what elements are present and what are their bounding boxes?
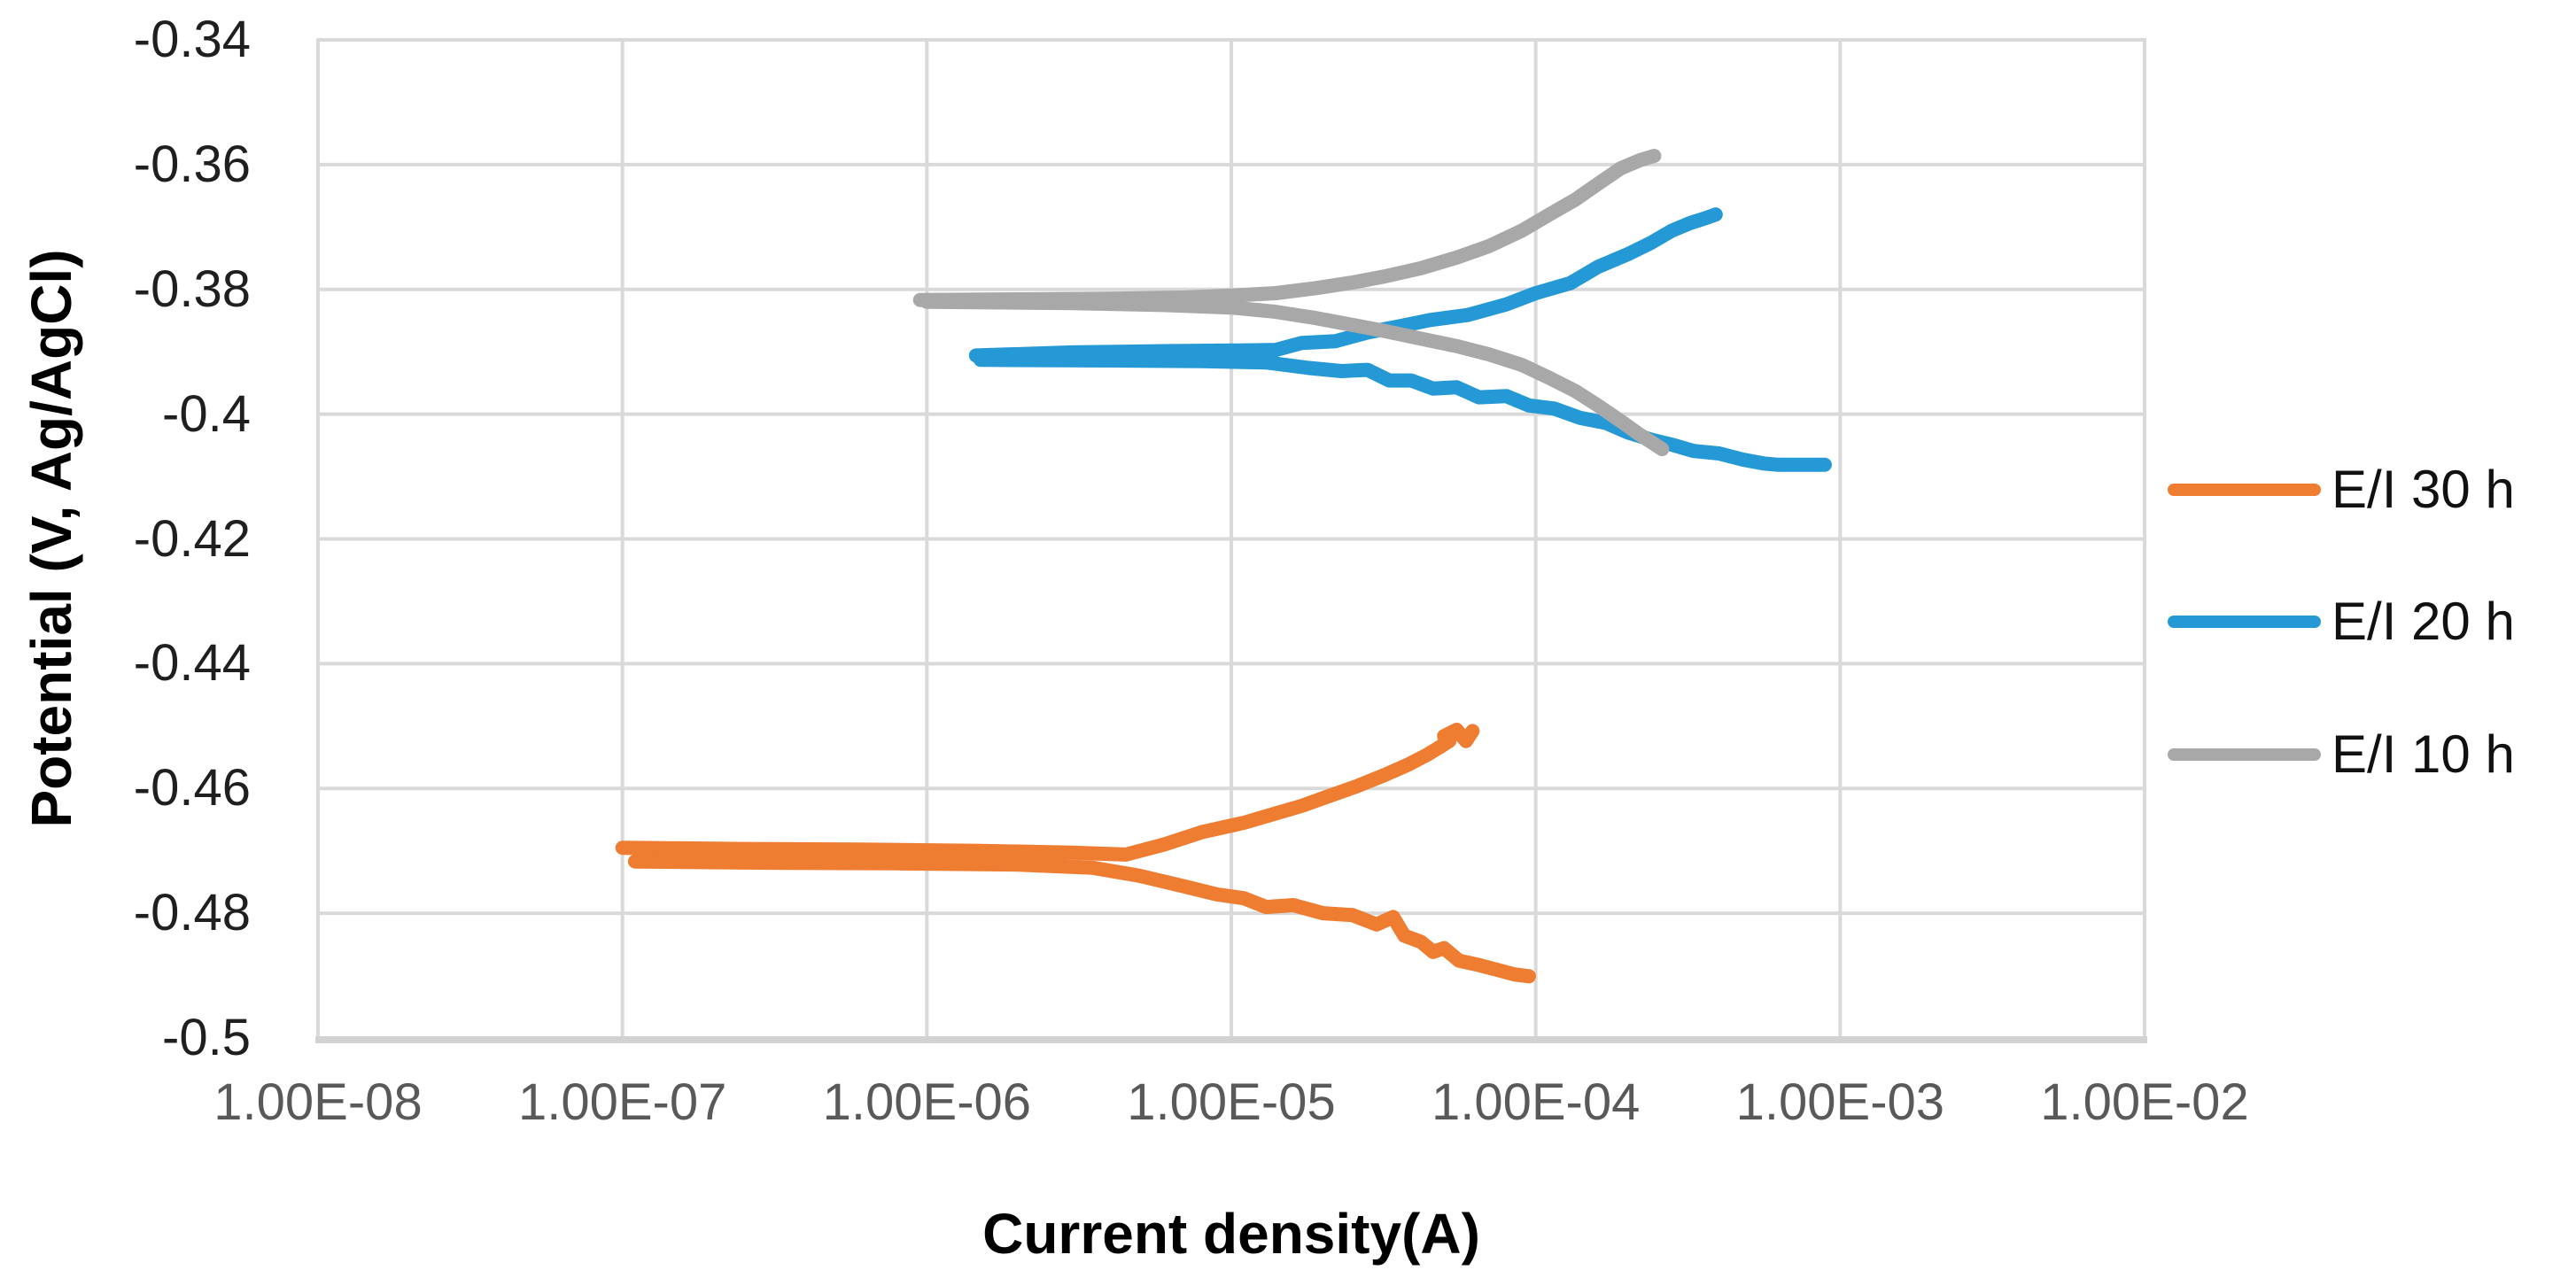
y-tick-label: -0.44	[133, 634, 251, 693]
series-line-e-i-10-h-anodic	[912, 149, 1662, 307]
series-line-e-i-30-h-cathodic	[627, 854, 1536, 984]
y-tick-label: -0.48	[133, 884, 251, 942]
x-tick-label: 1.00E-02	[2040, 1073, 2249, 1131]
x-tick-label: 1.00E-03	[1735, 1073, 1945, 1131]
y-axis-title: Potential (V, Ag/AgCl)	[19, 249, 83, 828]
x-tick-label: 1.00E-05	[1127, 1073, 1336, 1131]
y-tick-label: -0.5	[162, 1009, 251, 1066]
x-axis-title: Current density(A)	[982, 1202, 1480, 1266]
series-line-e-i-20-h-cathodic	[973, 352, 1832, 472]
x-tick-label: 1.00E-07	[517, 1073, 727, 1131]
y-tick-label: -0.46	[133, 759, 251, 817]
x-tick-label: 1.00E-04	[1431, 1073, 1641, 1131]
y-tick-label: -0.36	[133, 135, 251, 193]
y-tick-label: -0.38	[133, 259, 251, 318]
y-tick-label: -0.4	[162, 384, 251, 443]
series-line-e-i-20-h-anodic	[968, 207, 1723, 363]
series-line-e-i-10-h-cathodic	[919, 294, 1670, 457]
x-tick-label: 1.00E-08	[213, 1073, 423, 1131]
y-tick-label: -0.42	[133, 509, 251, 568]
series-line-e-i-30-h-anodic	[615, 723, 1480, 862]
x-tick-label: 1.00E-06	[822, 1073, 1032, 1131]
y-tick-label: -0.34	[133, 11, 251, 68]
